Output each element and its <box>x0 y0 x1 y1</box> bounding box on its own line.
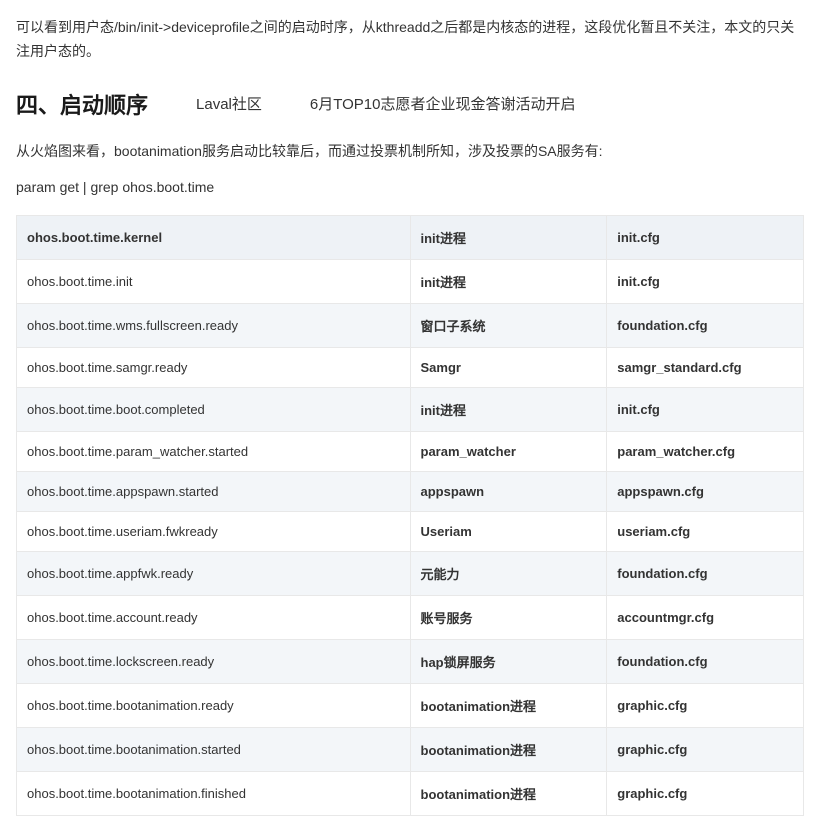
table-row: ohos.boot.time.kernelinit进程init.cfg <box>17 216 804 260</box>
cell-param: ohos.boot.time.appfwk.ready <box>17 552 411 596</box>
cell-cfg: init.cfg <box>607 216 804 260</box>
intro-paragraph: 可以看到用户态/bin/init->deviceprofile之间的启动时序，从… <box>16 16 804 64</box>
description-paragraph: 从火焰图来看，bootanimation服务启动比较靠后，而通过投票机制所知，涉… <box>16 140 804 164</box>
cell-process: init进程 <box>410 388 607 432</box>
cell-param: ohos.boot.time.wms.fullscreen.ready <box>17 304 411 348</box>
cell-cfg: foundation.cfg <box>607 640 804 684</box>
cell-param: ohos.boot.time.samgr.ready <box>17 348 411 388</box>
cell-param: ohos.boot.time.boot.completed <box>17 388 411 432</box>
table-row: ohos.boot.time.appspawn.startedappspawna… <box>17 472 804 512</box>
cell-param: ohos.boot.time.lockscreen.ready <box>17 640 411 684</box>
table-row: ohos.boot.time.bootanimation.readybootan… <box>17 684 804 728</box>
cell-process: param_watcher <box>410 432 607 472</box>
table-row: ohos.boot.time.wms.fullscreen.ready窗口子系统… <box>17 304 804 348</box>
cell-cfg: param_watcher.cfg <box>607 432 804 472</box>
table-row: ohos.boot.time.account.ready账号服务accountm… <box>17 596 804 640</box>
cell-param: ohos.boot.time.useriam.fwkready <box>17 512 411 552</box>
boot-time-table: ohos.boot.time.kernelinit进程init.cfgohos.… <box>16 215 804 816</box>
cell-cfg: accountmgr.cfg <box>607 596 804 640</box>
cell-param: ohos.boot.time.account.ready <box>17 596 411 640</box>
cell-process: 窗口子系统 <box>410 304 607 348</box>
cell-cfg: graphic.cfg <box>607 684 804 728</box>
cell-param: ohos.boot.time.appspawn.started <box>17 472 411 512</box>
cell-process: Samgr <box>410 348 607 388</box>
cell-cfg: foundation.cfg <box>607 552 804 596</box>
table-row: ohos.boot.time.bootanimation.finishedboo… <box>17 772 804 816</box>
banner-event: 6月TOP10志愿者企业现金答谢活动开启 <box>310 93 576 114</box>
section-heading: 四、启动顺序 <box>16 88 148 120</box>
cell-param: ohos.boot.time.bootanimation.started <box>17 728 411 772</box>
cell-process: init进程 <box>410 216 607 260</box>
cell-param: ohos.boot.time.param_watcher.started <box>17 432 411 472</box>
cell-process: appspawn <box>410 472 607 512</box>
table-row: ohos.boot.time.lockscreen.readyhap锁屏服务fo… <box>17 640 804 684</box>
cell-param: ohos.boot.time.init <box>17 260 411 304</box>
table-row: ohos.boot.time.useriam.fwkreadyUseriamus… <box>17 512 804 552</box>
table-row: ohos.boot.time.param_watcher.startedpara… <box>17 432 804 472</box>
cell-process: bootanimation进程 <box>410 728 607 772</box>
cell-cfg: appspawn.cfg <box>607 472 804 512</box>
heading-row: 四、启动顺序 Laval社区 6月TOP10志愿者企业现金答谢活动开启 <box>16 88 804 120</box>
banner-community: Laval社区 <box>196 93 262 114</box>
table-row: ohos.boot.time.appfwk.ready元能力foundation… <box>17 552 804 596</box>
cell-process: Useriam <box>410 512 607 552</box>
cell-cfg: foundation.cfg <box>607 304 804 348</box>
cell-cfg: graphic.cfg <box>607 772 804 816</box>
cell-param: ohos.boot.time.bootanimation.finished <box>17 772 411 816</box>
cell-param: ohos.boot.time.kernel <box>17 216 411 260</box>
table-row: ohos.boot.time.initinit进程init.cfg <box>17 260 804 304</box>
cell-cfg: init.cfg <box>607 260 804 304</box>
table-row: ohos.boot.time.samgr.readySamgrsamgr_sta… <box>17 348 804 388</box>
cell-process: hap锁屏服务 <box>410 640 607 684</box>
cell-process: init进程 <box>410 260 607 304</box>
cell-process: 元能力 <box>410 552 607 596</box>
cell-cfg: samgr_standard.cfg <box>607 348 804 388</box>
cell-process: 账号服务 <box>410 596 607 640</box>
cell-process: bootanimation进程 <box>410 684 607 728</box>
table-row: ohos.boot.time.bootanimation.startedboot… <box>17 728 804 772</box>
cell-param: ohos.boot.time.bootanimation.ready <box>17 684 411 728</box>
cell-cfg: useriam.cfg <box>607 512 804 552</box>
code-line: param get | grep ohos.boot.time <box>16 179 804 195</box>
table-row: ohos.boot.time.boot.completedinit进程init.… <box>17 388 804 432</box>
cell-cfg: graphic.cfg <box>607 728 804 772</box>
cell-cfg: init.cfg <box>607 388 804 432</box>
cell-process: bootanimation进程 <box>410 772 607 816</box>
